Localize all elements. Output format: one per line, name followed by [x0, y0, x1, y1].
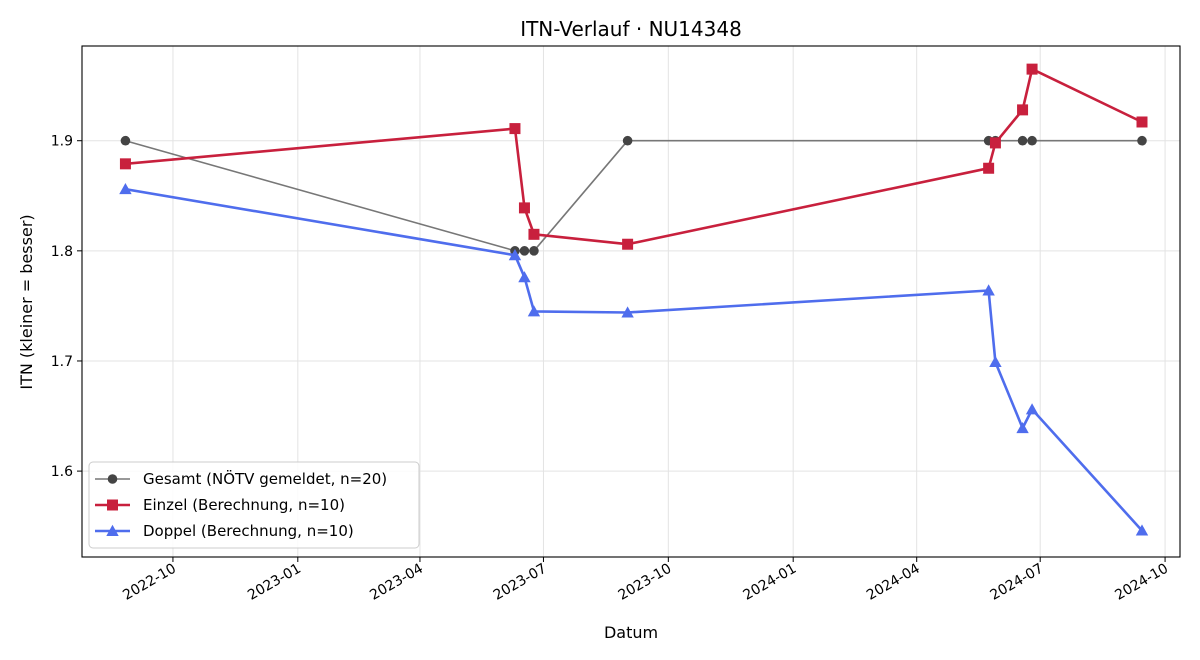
y-axis-title: ITN (kleiner = besser) — [17, 214, 36, 389]
data-point — [1016, 421, 1029, 434]
legend-box — [88, 461, 420, 549]
legend-marker — [106, 524, 119, 536]
x-tick-label: 2023-07 — [491, 561, 550, 604]
data-point — [119, 158, 131, 170]
data-point — [518, 202, 530, 214]
legend: Gesamt (NÖTV gemeldet, n=20) Einzel (Bere… — [88, 461, 420, 549]
x-tick-label: 2024-07 — [988, 561, 1047, 604]
x-tick-label: 2024-04 — [864, 561, 923, 604]
data-point — [982, 284, 995, 296]
series-line — [124, 67, 1144, 246]
data-point — [1137, 135, 1147, 146]
x-axis-title: Datum — [604, 623, 658, 642]
data-point — [120, 135, 131, 146]
data-point — [1135, 524, 1149, 536]
x-tick-label: 2022-10 — [120, 561, 179, 604]
series-3 — [119, 182, 1149, 536]
data-point — [509, 123, 521, 135]
x-tick-label: 2023-01 — [245, 561, 304, 604]
y-tick-label: 1.9 — [51, 134, 73, 150]
legend-label: Einzel (Berechnung, n=10) — [143, 496, 345, 514]
data-point — [119, 182, 132, 195]
data-point — [519, 246, 530, 256]
data-point — [1017, 104, 1029, 116]
data-point — [1017, 135, 1028, 146]
x-tick-label: 2024-10 — [1112, 561, 1171, 604]
legend-label: Doppel (Berechnung, n=10) — [143, 522, 354, 540]
plot-area-frame — [81, 45, 1181, 558]
legend-marker — [107, 474, 118, 484]
series-2 — [119, 63, 1148, 250]
data-point — [983, 162, 995, 174]
y-tick-label: 1.6 — [51, 464, 73, 480]
data-point — [989, 137, 1001, 149]
chart-title: ITN-Verlauf · NU14348 — [520, 17, 742, 41]
y-tick-label: 1.7 — [51, 354, 73, 370]
x-tick-label: 2023-10 — [616, 561, 675, 604]
legend-entries: Gesamt (NÖTV gemeldet, n=20) Einzel (Bere… — [95, 469, 387, 540]
data-point — [622, 135, 633, 146]
series-line — [124, 187, 1144, 532]
data-point — [622, 238, 634, 250]
data-point — [621, 306, 634, 318]
data-point — [1026, 63, 1038, 75]
data-point — [1025, 403, 1039, 415]
x-tick-label: 2024-01 — [741, 561, 800, 604]
series-layer — [119, 63, 1149, 536]
data-point — [989, 355, 1002, 368]
data-point — [527, 305, 541, 317]
legend-label: Gesamt (NÖTV gemeldet, n=20) — [143, 469, 387, 488]
data-point — [508, 249, 522, 261]
data-point — [1136, 116, 1148, 128]
data-point — [528, 228, 540, 240]
legend-marker — [107, 499, 118, 511]
y-tick-label: 1.8 — [51, 244, 73, 260]
data-point — [1027, 135, 1037, 146]
data-point — [529, 246, 539, 256]
data-point — [518, 271, 531, 283]
series-line — [124, 139, 1143, 252]
x-tick-label: 2023-04 — [367, 561, 426, 604]
